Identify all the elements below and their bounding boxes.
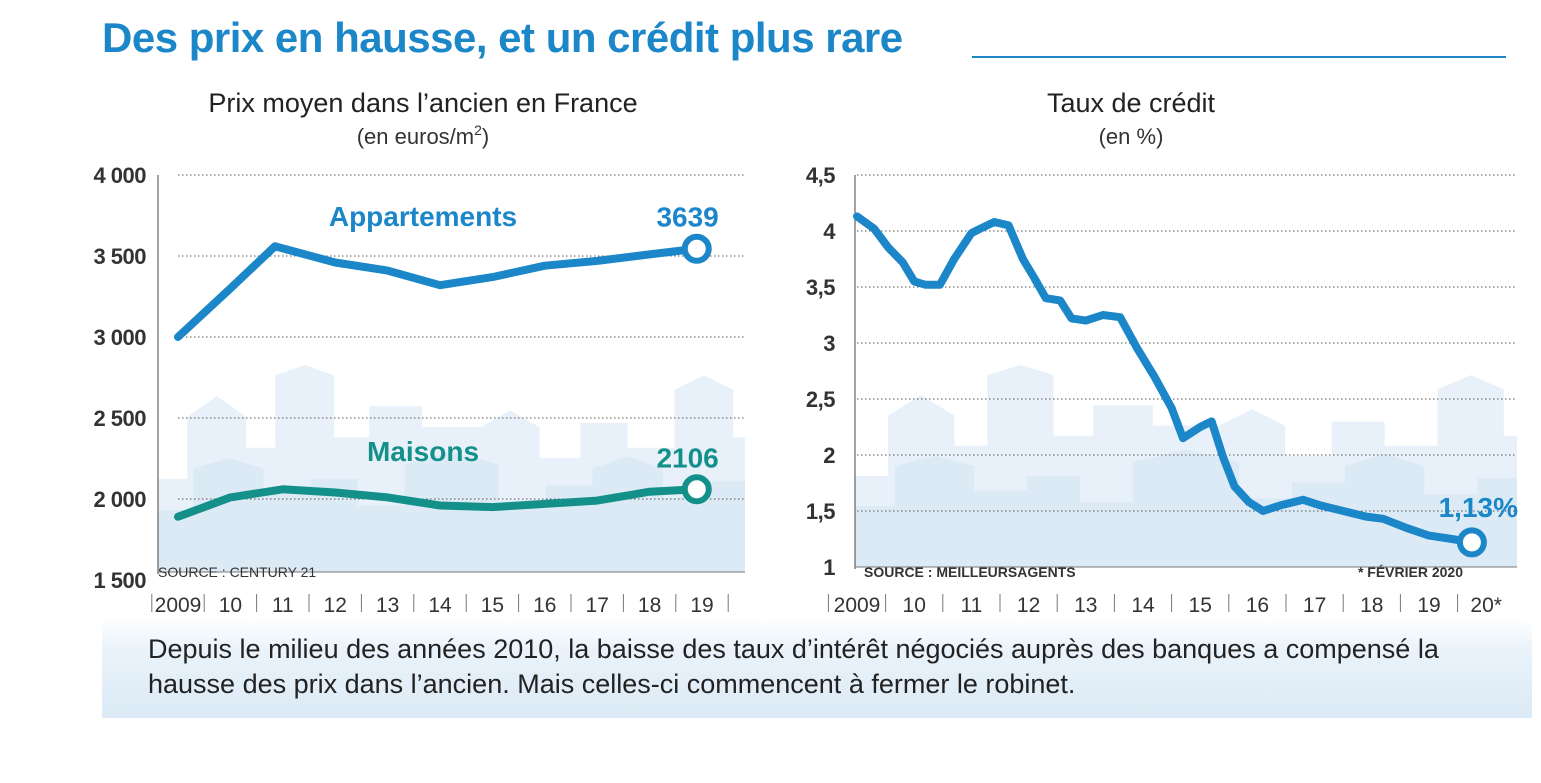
x-tick-label: 14 [1131, 594, 1155, 617]
end-marker [681, 474, 712, 505]
source-label: SOURCE : CENTURY 21 [158, 564, 316, 580]
chart-title: Prix moyen dans l’ancien en France [208, 88, 637, 118]
y-tick-label: 3 500 [93, 244, 146, 269]
x-tick-label: 18 [1360, 594, 1383, 617]
caption-band [102, 618, 1532, 718]
caption-text: Depuis le milieu des années 2010, la bai… [148, 634, 1439, 699]
x-tick-label: 19 [1417, 594, 1440, 617]
x-tick-label: 18 [638, 594, 661, 617]
x-tick-label: 16 [1246, 594, 1269, 617]
skyline-front [855, 449, 1517, 567]
x-tick-label: 17 [586, 594, 609, 617]
series-name-label: Appartements [329, 201, 517, 232]
subtitle-text: (en %) [1099, 124, 1164, 149]
x-tick-label: 15 [481, 594, 504, 617]
rate-chart: 1 1,5 2 2,5 3 3,5 4 4,5 2009 10 11 12 13 14 15 16 17 18 19… [806, 88, 1518, 617]
x-tick-label: 10 [903, 594, 926, 617]
x-tick-label: 19 [690, 594, 713, 617]
chart-subtitle: (en %) [1099, 124, 1164, 149]
series-line [853, 212, 1476, 547]
subtitle-superscript: 2 [474, 122, 482, 138]
end-value-label: 3639 [656, 202, 718, 233]
x-tick-label: 11 [960, 594, 982, 617]
y-tick-label: 4 [823, 219, 836, 244]
x-tick-label: 17 [1303, 594, 1326, 617]
x-tick-label: 16 [533, 594, 556, 617]
x-tick-label: 2009 [155, 594, 202, 617]
end-value-label: 2106 [656, 442, 718, 473]
y-tick-label: 3 [823, 331, 835, 356]
x-tick-label: 12 [324, 594, 347, 617]
y-tick-label: 2 [823, 443, 835, 468]
subtitle-close: ) [482, 124, 489, 149]
end-marker [681, 233, 712, 264]
y-tick-label: 4 000 [93, 163, 146, 188]
skyline-front [158, 451, 745, 572]
x-tick-label: 2009 [834, 594, 881, 617]
subtitle-text: (en euros/m [357, 124, 474, 149]
series-line [174, 485, 701, 521]
x-tick-label: 15 [1189, 594, 1212, 617]
title-rule [972, 56, 1506, 58]
x-tick-label: 13 [376, 594, 399, 617]
chart-subtitle: (en euros/m2) [357, 122, 490, 149]
y-tick-label: 2 500 [93, 406, 146, 431]
y-tick-label: 2,5 [806, 387, 835, 412]
y-tick-label: 1,5 [806, 499, 835, 524]
x-tick-label: 12 [1017, 594, 1040, 617]
chart-title: Taux de crédit [1047, 88, 1216, 118]
x-tick-label: 14 [428, 594, 452, 617]
x-tick-label: 11 [272, 594, 294, 617]
y-tick-label: 1 [823, 555, 835, 580]
end-marker [1456, 527, 1487, 558]
y-tick-label: 4,5 [806, 163, 835, 188]
series-name-label: Maisons [367, 436, 479, 467]
y-tick-label: 2 000 [93, 487, 146, 512]
y-tick-label: 1 500 [93, 568, 146, 593]
x-tick-label: 13 [1074, 594, 1097, 617]
page-title: Des prix en hausse, et un crédit plus ra… [102, 14, 903, 61]
footnote: * FÉVRIER 2020 [1358, 564, 1463, 580]
price-chart: 1 500 2 000 2 500 3 000 3 500 4 000 2009 10 11 12… [93, 88, 745, 617]
y-tick-label: 3 000 [93, 325, 146, 350]
end-value-label: 1,13% [1439, 492, 1518, 523]
source-label: SOURCE : MEILLEURSAGENTS [864, 564, 1076, 580]
y-tick-label: 3,5 [806, 275, 835, 300]
x-tick-label: 10 [219, 594, 242, 617]
series-line [174, 242, 701, 341]
x-tick-label: 20* [1470, 594, 1502, 617]
